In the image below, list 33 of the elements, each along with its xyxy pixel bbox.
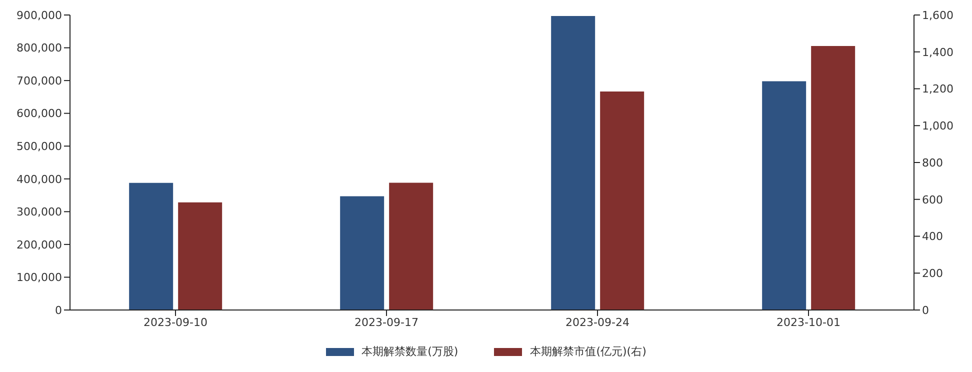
y-tick-label: 0 bbox=[55, 304, 62, 317]
y-tick-label: 900,000 bbox=[16, 8, 62, 22]
y2-tick-label: 800 bbox=[922, 156, 943, 170]
y2-tick-label: 1,600 bbox=[922, 8, 954, 22]
y2-tick-label: 0 bbox=[922, 304, 929, 317]
y2-tick-label: 1,400 bbox=[922, 46, 954, 59]
bar bbox=[600, 92, 644, 310]
y2-tick-label: 1,000 bbox=[922, 120, 954, 133]
x-tick-label: 2023-09-17 bbox=[354, 316, 418, 329]
y2-tick-label: 400 bbox=[922, 230, 943, 244]
y2-tick-label: 600 bbox=[922, 193, 943, 206]
bar bbox=[551, 16, 596, 310]
y-tick-label: 100,000 bbox=[16, 271, 62, 284]
y-tick-label: 300,000 bbox=[16, 206, 62, 219]
x-tick-label: 2023-09-10 bbox=[144, 316, 208, 329]
y-tick-label: 200,000 bbox=[16, 238, 62, 252]
bar bbox=[178, 202, 222, 310]
y-tick-label: 700,000 bbox=[16, 74, 62, 88]
y-tick-label: 600,000 bbox=[16, 107, 62, 120]
y-tick-label: 500,000 bbox=[16, 140, 62, 154]
y2-tick-label: 200 bbox=[922, 267, 943, 280]
bar bbox=[129, 182, 174, 310]
y2-tick-label: 1,200 bbox=[922, 82, 954, 96]
bar bbox=[340, 196, 384, 310]
bar bbox=[762, 81, 806, 310]
y-tick-label: 400,000 bbox=[16, 172, 62, 186]
x-tick-label: 2023-10-01 bbox=[776, 316, 840, 329]
bar bbox=[811, 46, 856, 310]
legend-label: 本期解禁市值(亿元)(右) bbox=[530, 344, 646, 359]
y-tick-label: 800,000 bbox=[16, 42, 62, 55]
legend-label: 本期解禁数量(万股) bbox=[362, 344, 458, 359]
bar bbox=[389, 182, 434, 310]
x-tick-label: 2023-09-24 bbox=[566, 316, 630, 329]
